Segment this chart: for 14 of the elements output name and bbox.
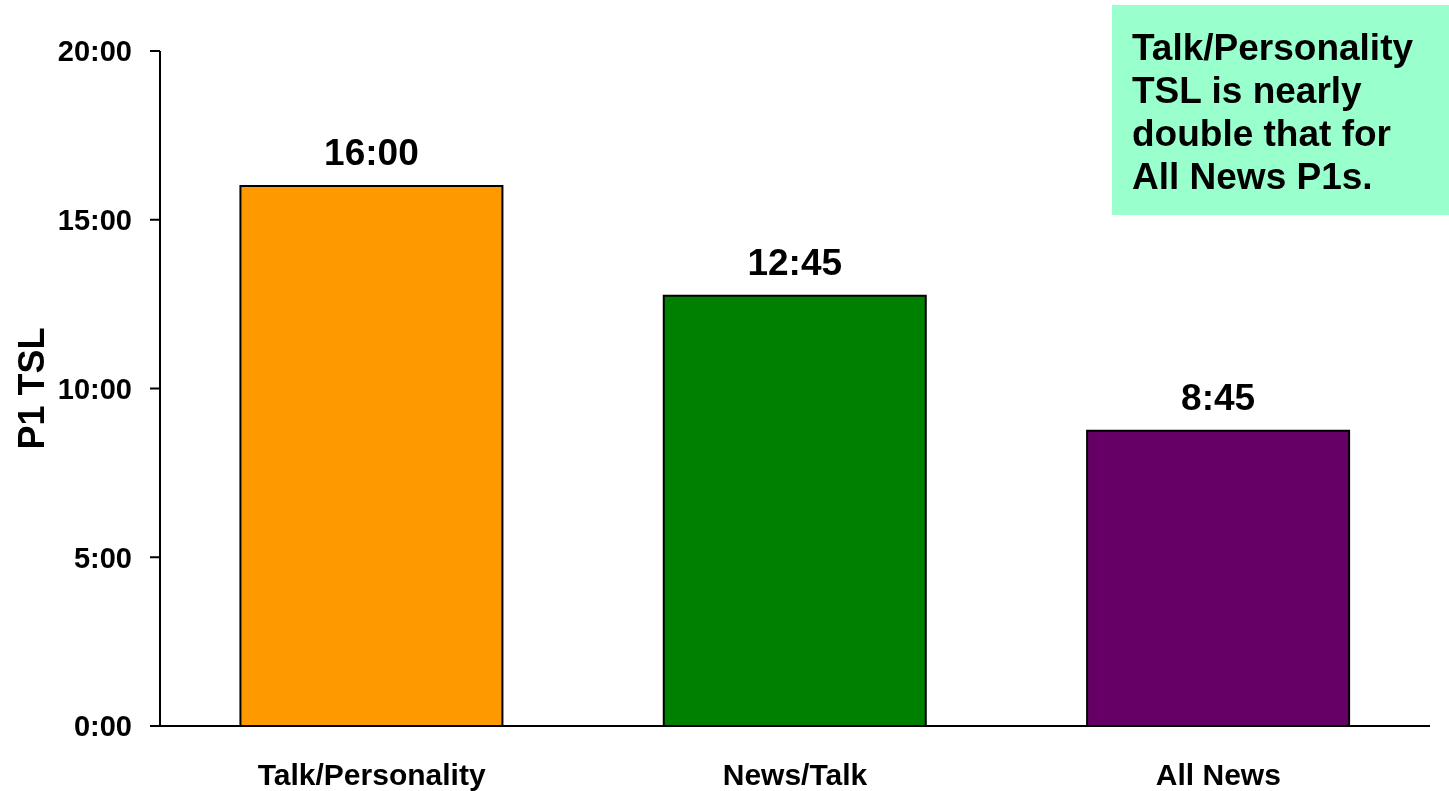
y-axis-title: P1 TSL (10, 327, 52, 450)
data-label: 8:45 (1181, 376, 1256, 418)
data-label: 16:00 (324, 132, 419, 173)
data-label: 12:45 (747, 241, 843, 283)
y-tick-label: 20:00 (57, 35, 132, 68)
y-tick-label: 5:00 (73, 541, 132, 574)
x-tick-label: All News (1155, 758, 1281, 791)
callout-box: Talk/Personality TSL is nearly double that for All News P1s. (1112, 5, 1449, 215)
x-tick-label: Talk/Personality (257, 758, 486, 791)
y-tick-label: 0:00 (73, 710, 132, 743)
x-tick-label: News/Talk (722, 758, 868, 791)
annotation: Talk/Personality TSL is nearly double that for All News P1s. (1132, 26, 1415, 198)
y-tick-label: 10:00 (57, 372, 132, 405)
y-tick-label: 15:00 (57, 204, 132, 237)
